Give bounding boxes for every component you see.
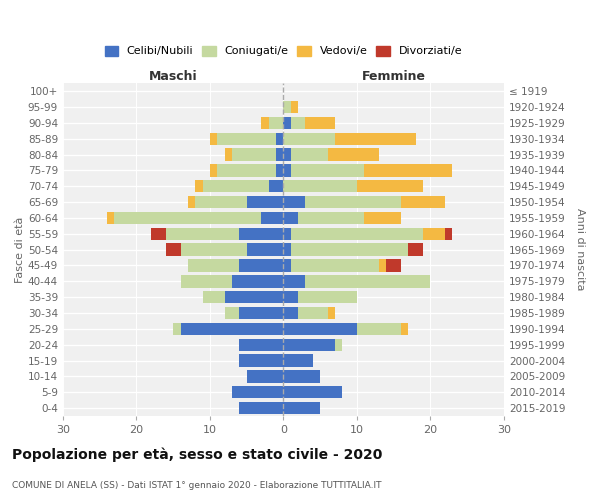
Bar: [283, 101, 291, 114]
Bar: [298, 212, 364, 224]
Bar: [328, 307, 335, 319]
Bar: [357, 180, 423, 192]
Bar: [298, 291, 357, 304]
Bar: [166, 228, 239, 240]
Bar: [210, 164, 217, 176]
Bar: [247, 244, 283, 256]
Bar: [283, 291, 298, 304]
Bar: [283, 196, 305, 208]
Bar: [210, 132, 217, 145]
Bar: [188, 260, 239, 272]
Bar: [283, 164, 291, 176]
Bar: [217, 164, 276, 176]
Bar: [276, 132, 283, 145]
Bar: [283, 244, 291, 256]
Bar: [291, 228, 423, 240]
Bar: [151, 228, 166, 240]
Bar: [173, 322, 181, 335]
Bar: [239, 338, 283, 351]
Text: Maschi: Maschi: [149, 70, 197, 84]
Y-axis label: Anni di nascita: Anni di nascita: [575, 208, 585, 291]
Bar: [283, 322, 357, 335]
Bar: [364, 212, 401, 224]
Bar: [181, 322, 283, 335]
Bar: [283, 275, 305, 287]
Bar: [232, 148, 276, 161]
Bar: [203, 291, 224, 304]
Bar: [335, 132, 416, 145]
Bar: [401, 196, 445, 208]
Bar: [401, 322, 409, 335]
Bar: [232, 275, 283, 287]
Bar: [195, 180, 203, 192]
Bar: [357, 322, 401, 335]
Bar: [203, 180, 269, 192]
Bar: [283, 386, 342, 398]
Bar: [328, 148, 379, 161]
Bar: [364, 164, 452, 176]
Bar: [217, 132, 276, 145]
Bar: [232, 386, 283, 398]
Bar: [283, 228, 291, 240]
Bar: [247, 370, 283, 382]
Bar: [247, 196, 283, 208]
Bar: [181, 244, 247, 256]
Bar: [283, 117, 291, 129]
Bar: [262, 212, 283, 224]
Bar: [283, 307, 298, 319]
Bar: [188, 196, 195, 208]
Bar: [107, 212, 115, 224]
Bar: [409, 244, 423, 256]
Bar: [291, 148, 328, 161]
Bar: [298, 307, 328, 319]
Bar: [239, 402, 283, 414]
Bar: [262, 117, 269, 129]
Bar: [224, 291, 283, 304]
Bar: [269, 180, 283, 192]
Bar: [291, 244, 409, 256]
Bar: [283, 260, 291, 272]
Bar: [224, 307, 239, 319]
Bar: [291, 117, 305, 129]
Bar: [283, 354, 313, 366]
Bar: [283, 402, 320, 414]
Bar: [445, 228, 452, 240]
Bar: [379, 260, 386, 272]
Text: Femmine: Femmine: [362, 70, 425, 84]
Bar: [283, 148, 291, 161]
Bar: [276, 148, 283, 161]
Bar: [423, 228, 445, 240]
Bar: [239, 260, 283, 272]
Bar: [291, 260, 379, 272]
Y-axis label: Fasce di età: Fasce di età: [15, 216, 25, 283]
Bar: [283, 370, 320, 382]
Bar: [283, 132, 335, 145]
Text: COMUNE DI ANELA (SS) - Dati ISTAT 1° gennaio 2020 - Elaborazione TUTTITALIA.IT: COMUNE DI ANELA (SS) - Dati ISTAT 1° gen…: [12, 481, 382, 490]
Bar: [386, 260, 401, 272]
Legend: Celibi/Nubili, Coniugati/e, Vedovi/e, Divorziati/e: Celibi/Nubili, Coniugati/e, Vedovi/e, Di…: [101, 42, 466, 60]
Bar: [283, 338, 335, 351]
Bar: [291, 164, 364, 176]
Text: Popolazione per età, sesso e stato civile - 2020: Popolazione per età, sesso e stato civil…: [12, 448, 382, 462]
Bar: [239, 307, 283, 319]
Bar: [181, 275, 232, 287]
Bar: [305, 117, 335, 129]
Bar: [291, 101, 298, 114]
Bar: [335, 338, 342, 351]
Bar: [269, 117, 283, 129]
Bar: [239, 354, 283, 366]
Bar: [166, 244, 181, 256]
Bar: [239, 228, 283, 240]
Bar: [224, 148, 232, 161]
Bar: [276, 164, 283, 176]
Bar: [305, 275, 430, 287]
Bar: [195, 196, 247, 208]
Bar: [283, 212, 298, 224]
Bar: [305, 196, 401, 208]
Bar: [115, 212, 262, 224]
Bar: [283, 180, 357, 192]
